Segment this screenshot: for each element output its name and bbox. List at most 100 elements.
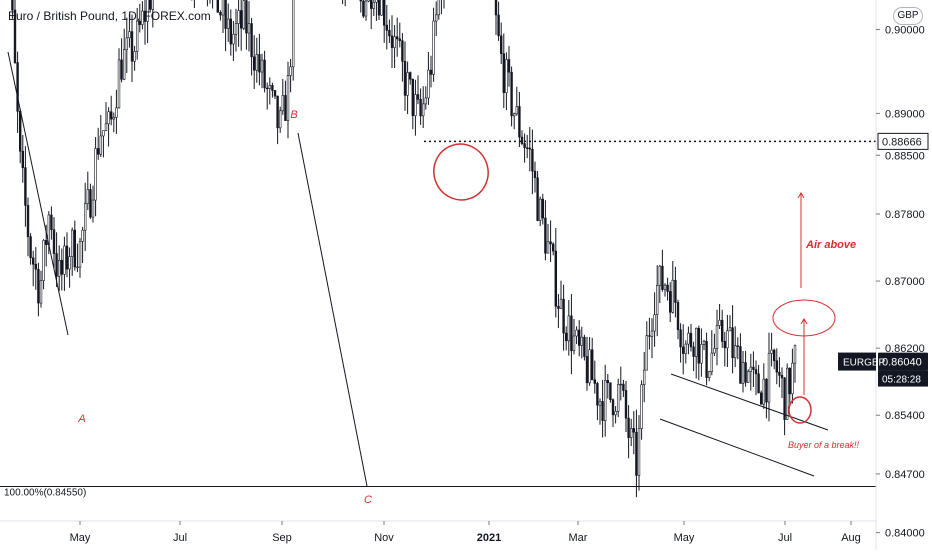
candle-body (583, 336, 586, 357)
candle-body (746, 371, 750, 383)
candle-body (549, 241, 552, 245)
candle-body (624, 390, 628, 419)
candle-body (39, 280, 43, 304)
candle-body (133, 51, 136, 62)
candle-body (115, 107, 118, 118)
candle-body (107, 111, 110, 125)
level-price-label-box (877, 132, 929, 150)
candle-body (510, 71, 513, 117)
wave-label-b: B (290, 109, 297, 121)
candle-body (421, 103, 425, 117)
y-tick-label: 0.87000 (885, 276, 925, 288)
candle-body (700, 344, 703, 364)
candle-body (29, 236, 32, 259)
candle-body (525, 147, 529, 149)
candle-body (265, 87, 269, 90)
candle-body (559, 298, 563, 309)
candle-body (715, 325, 719, 349)
arrow-lower-head (800, 318, 808, 325)
candle-body (16, 62, 19, 112)
candle-body (240, 10, 243, 29)
y-tick-label: 0.89000 (885, 108, 925, 120)
candle-body (731, 327, 734, 359)
candle-body (78, 241, 82, 268)
candle-body (785, 367, 789, 420)
candle-body (263, 59, 266, 89)
candle-body (629, 428, 633, 438)
candle-body (502, 53, 505, 93)
candle-body (416, 94, 420, 100)
candle-body (702, 340, 706, 345)
candle-body (393, 36, 396, 48)
candle-body (128, 31, 131, 39)
candle-body (562, 298, 565, 334)
candle-body (741, 362, 745, 384)
candles (11, 0, 797, 498)
candle-body (81, 229, 84, 242)
candle-body (55, 253, 58, 277)
annotation-text: Air above (805, 239, 856, 251)
x-tick-label: Aug (841, 532, 861, 544)
candle-body (219, 12, 222, 16)
candle-body (635, 431, 638, 476)
candle-body (518, 106, 521, 138)
candle-body (369, 0, 373, 9)
candle-body (536, 177, 539, 221)
countdown-bg (878, 370, 928, 387)
currency-badge[interactable]: GBP (893, 7, 923, 25)
candle-body (614, 411, 617, 416)
candle-body (372, 1, 375, 9)
candle-body (679, 329, 682, 348)
candle-body (507, 59, 511, 73)
candle-body (668, 291, 672, 313)
highlight-ellipse-top (433, 143, 489, 201)
candle-body (273, 90, 277, 97)
candle-body (151, 0, 154, 10)
candle-body (414, 94, 417, 116)
candle-body (286, 75, 290, 121)
candle-body (138, 20, 141, 25)
candle-body (637, 428, 641, 476)
candle-body (713, 348, 716, 354)
y-tick-label: 0.90000 (885, 25, 925, 37)
candle-body (102, 130, 105, 137)
candle-body (419, 99, 422, 117)
candle-body (544, 217, 547, 254)
candle-body (63, 245, 66, 275)
candle-body (284, 95, 287, 121)
y-tick-label: 0.84700 (885, 469, 925, 481)
candle-body (141, 10, 144, 25)
candle-body (497, 14, 500, 37)
countdown-label: 05:28:28 (882, 375, 921, 386)
candle-body (707, 371, 711, 378)
candle-body (772, 349, 776, 362)
candle-body (689, 332, 693, 348)
candle-body (427, 69, 430, 99)
x-tick-label: Sep (272, 532, 292, 544)
candle-body (759, 392, 763, 405)
candle-body (364, 0, 368, 17)
wave-line-c (297, 132, 368, 487)
candle-body (34, 263, 38, 270)
candle-body (110, 111, 113, 120)
candle-body (253, 56, 256, 71)
candle-body (104, 123, 108, 131)
x-tick-label: Nov (374, 532, 394, 544)
candle-body (577, 329, 581, 346)
candle-body (603, 380, 607, 421)
candle-body (720, 319, 724, 342)
candle-body (143, 10, 147, 22)
level-price-label: 0.88666 (882, 136, 922, 148)
candle-body (429, 69, 433, 75)
candle-body (705, 340, 708, 378)
candle-body (237, 10, 240, 24)
candle-body (65, 245, 69, 270)
candle-body (411, 78, 414, 116)
candle-body (567, 315, 571, 342)
candle-body (21, 150, 24, 168)
candle-body (26, 205, 30, 237)
drawings[interactable]: 100.00%(0.84550) A B C Air above Buyer of a b… (0, 0, 876, 506)
candle-body (91, 199, 95, 218)
